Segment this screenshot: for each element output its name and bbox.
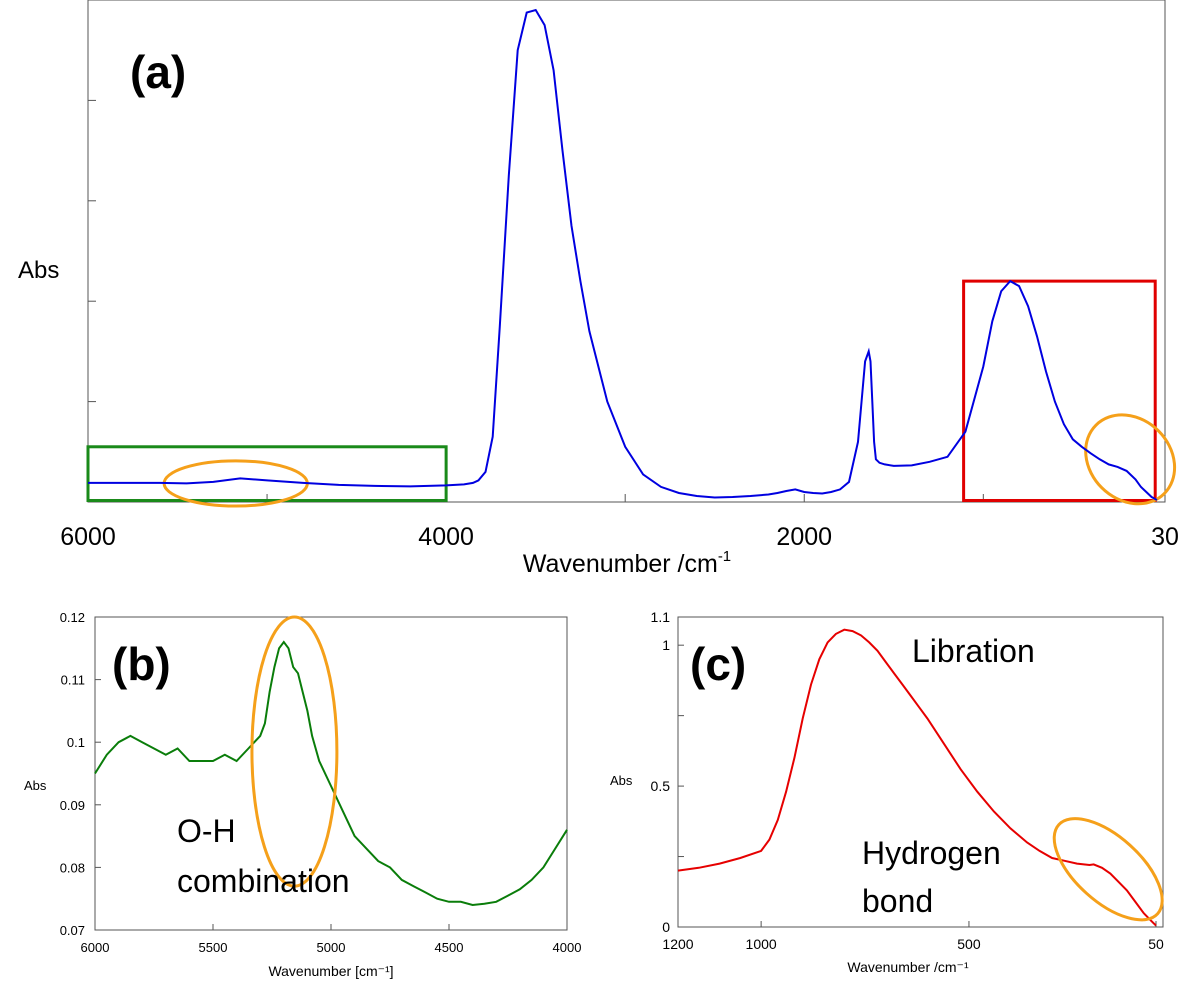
panel-c-x-tick-label-3: 50 — [1148, 936, 1164, 952]
panel-a-x-tick-label-6000: 6000 — [60, 523, 116, 551]
panel-a-spectrum-line — [88, 8, 1158, 501]
panel-b-x-tick-label-2: 5000 — [317, 940, 346, 955]
panel-c-hbond-ellipse — [1052, 817, 1164, 922]
panel-a-x-tick-label-30: 30 — [1151, 523, 1179, 551]
panel-b-x-tick-label-1: 5500 — [199, 940, 228, 955]
panel-c-y-tick-label-0: 0 — [662, 919, 670, 935]
panel-c-annotation-libration: Libration — [912, 633, 1035, 669]
panel-b-spectrum-line — [94, 640, 568, 907]
panel-c-frame — [677, 616, 1164, 928]
panel-b-y-ticks: 0.07 0.08 0.09 0.1 0.11 0.12 — [60, 610, 101, 938]
panel-c-x-tick-label-1: 1000 — [746, 936, 777, 952]
panel-b-annotation-combination: combination — [177, 863, 350, 899]
panel-c-label: (c) — [690, 638, 746, 690]
panel-a: 6000 4000 2000 30 (a) Abs Wavenumber /cm-1 — [18, 0, 1179, 578]
panel-b-label: (b) — [112, 638, 171, 690]
panel-b-y-tick-label-5: 0.12 — [60, 610, 85, 625]
panel-c: 0 0.5 1 1.1 1200 1000 500 50 (c) Abs Wavenumbe… — [610, 609, 1164, 975]
panel-a-x-tick-label-2000: 2000 — [776, 523, 832, 551]
panel-a-xlabel: Wavenumber /cm-1 — [523, 548, 731, 578]
panel-b-x-tick-label-3: 4500 — [435, 940, 464, 955]
panel-c-xlabel: Wavenumber /cm⁻¹ — [847, 959, 969, 975]
panel-b-y-tick-label-3: 0.1 — [67, 735, 85, 750]
panel-a-xlabel-base: Wavenumber /cm — [523, 550, 718, 578]
panel-a-label: (a) — [130, 46, 186, 98]
panel-c-spectrum-line — [677, 628, 1157, 927]
panel-b-x-ticks: 6000 5500 5000 4500 4000 — [81, 924, 582, 955]
panel-b-y-tick-label-2: 0.09 — [60, 798, 85, 813]
panel-a-frame — [87, 0, 1166, 503]
panel-c-x-tick-label-0: 1200 — [662, 936, 693, 952]
panel-c-annotation-bond: bond — [862, 883, 933, 919]
panel-b-x-tick-label-4: 4000 — [553, 940, 582, 955]
panel-b: 0.07 0.08 0.09 0.1 0.11 0.12 6000 5500 5000 4500… — [24, 610, 581, 979]
panel-c-y-ticks: 0 0.5 1 1.1 — [651, 609, 684, 935]
panel-b-y-tick-label-1: 0.08 — [60, 860, 85, 875]
panel-b-oh-ellipse — [250, 615, 339, 888]
panel-a-highlight-ellipse-3 — [1084, 413, 1177, 506]
panel-a-x-tick-label-4000: 4000 — [418, 523, 474, 551]
panel-c-y-tick-label-3: 1.1 — [651, 609, 671, 625]
panel-b-y-tick-label-0: 0.07 — [60, 923, 85, 938]
panel-a-annotations — [86, 279, 1177, 508]
panel-c-x-ticks: 1200 1000 500 50 — [662, 921, 1164, 952]
panel-c-annotation-hydrogen: Hydrogen — [862, 835, 1001, 871]
panel-a-ylabel: Abs — [18, 257, 59, 284]
panel-b-y-tick-label-4: 0.11 — [61, 673, 85, 688]
panel-b-x-tick-label-0: 6000 — [81, 940, 110, 955]
panel-c-x-tick-label-2: 500 — [957, 936, 981, 952]
panel-a-x-ticks: 6000 4000 2000 30 — [60, 494, 1179, 551]
panel-a-y-ticks — [88, 99, 96, 403]
panel-a-highlight-box-0 — [86, 445, 448, 502]
panel-b-xlabel: Wavenumber [cm⁻¹] — [268, 963, 393, 979]
panel-a-xlabel-sup: -1 — [718, 548, 731, 565]
panel-a-highlight-box-1 — [962, 279, 1157, 502]
panel-b-ylabel: Abs — [24, 778, 47, 793]
panel-c-y-tick-label-2: 1 — [662, 637, 670, 653]
panel-c-ylabel: Abs — [610, 773, 633, 788]
panel-b-annotation-oh: O-H — [177, 813, 236, 849]
panel-c-y-tick-label-1: 0.5 — [651, 778, 671, 794]
